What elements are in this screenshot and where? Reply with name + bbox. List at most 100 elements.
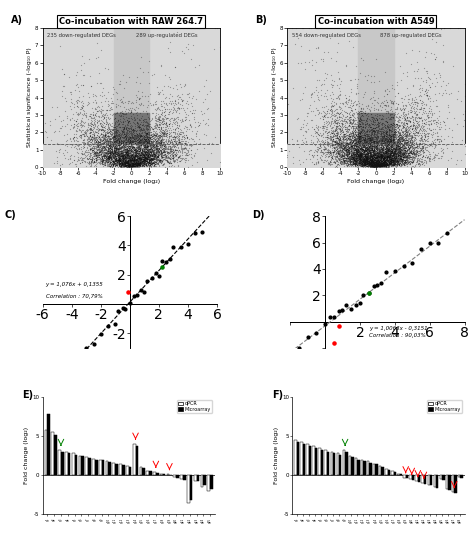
- Point: [399, 141, 406, 150]
- Point: [357, 162, 365, 171]
- Point: [144, 158, 151, 167]
- Point: [178, 101, 186, 110]
- Point: [396, 136, 404, 145]
- Point: [380, 162, 388, 170]
- Point: [92, 145, 100, 154]
- Point: [370, 151, 378, 160]
- Point: [392, 140, 400, 149]
- Point: [376, 131, 383, 140]
- Point: [118, 154, 126, 163]
- Point: [366, 154, 374, 163]
- Point: [422, 88, 430, 97]
- Point: [82, 148, 89, 157]
- Point: [130, 291, 138, 300]
- Point: [123, 140, 130, 149]
- Point: [390, 100, 397, 108]
- Point: [118, 160, 126, 169]
- Point: [113, 139, 121, 148]
- Point: [418, 158, 426, 167]
- Point: [134, 132, 142, 141]
- Point: [135, 154, 142, 163]
- Point: [157, 148, 165, 157]
- Point: [106, 141, 113, 150]
- Point: [185, 146, 192, 155]
- Point: [334, 149, 341, 158]
- Point: [132, 149, 140, 158]
- Point: [115, 157, 122, 165]
- Point: [90, 89, 97, 98]
- Point: [109, 153, 116, 162]
- Point: [116, 96, 124, 105]
- Point: [140, 150, 147, 159]
- Point: [335, 150, 342, 159]
- Point: [363, 153, 371, 162]
- Point: [340, 138, 348, 147]
- Point: [388, 136, 396, 145]
- Point: [97, 126, 105, 135]
- Point: [119, 304, 127, 312]
- Point: [125, 151, 132, 160]
- Point: [414, 160, 422, 169]
- Point: [113, 132, 121, 141]
- Point: [161, 130, 169, 139]
- Point: [406, 150, 414, 159]
- Point: [352, 138, 359, 147]
- Point: [92, 125, 100, 134]
- Point: [155, 153, 162, 162]
- Point: [121, 150, 128, 159]
- Point: [129, 155, 137, 164]
- Point: [374, 126, 382, 135]
- Point: [123, 149, 130, 158]
- Point: [337, 136, 345, 145]
- Point: [418, 97, 425, 106]
- Point: [367, 135, 374, 144]
- Point: [362, 158, 370, 167]
- Point: [374, 106, 382, 115]
- Point: [366, 154, 374, 163]
- Point: [152, 100, 160, 108]
- Point: [147, 148, 155, 157]
- Point: [376, 159, 383, 168]
- Point: [360, 157, 367, 166]
- Point: [389, 132, 397, 141]
- Point: [343, 139, 350, 148]
- Point: [368, 145, 375, 154]
- Point: [114, 116, 122, 125]
- Point: [317, 139, 325, 148]
- Point: [395, 136, 402, 145]
- Point: [426, 92, 433, 101]
- Point: [126, 148, 133, 157]
- Point: [366, 126, 374, 135]
- Point: [380, 150, 388, 159]
- Point: [321, 128, 329, 137]
- Point: [341, 130, 349, 139]
- Point: [368, 154, 376, 163]
- Point: [410, 154, 418, 163]
- Point: [357, 104, 365, 113]
- Point: [106, 150, 114, 159]
- Point: [110, 153, 118, 162]
- Point: [65, 72, 73, 81]
- Point: [370, 156, 377, 165]
- Point: [381, 157, 388, 165]
- Point: [366, 142, 374, 151]
- Point: [359, 155, 366, 164]
- Point: [419, 97, 427, 106]
- Point: [121, 162, 128, 170]
- Point: [153, 155, 161, 164]
- Point: [100, 145, 108, 154]
- Point: [373, 157, 380, 166]
- Point: [352, 135, 359, 144]
- Point: [181, 155, 188, 164]
- Point: [346, 111, 354, 120]
- Bar: [406, 475, 408, 479]
- Point: [389, 143, 396, 151]
- Point: [330, 128, 337, 137]
- Point: [144, 155, 151, 164]
- Point: [377, 161, 384, 170]
- Point: [146, 146, 154, 155]
- Point: [154, 156, 161, 165]
- Point: [417, 130, 425, 139]
- Point: [150, 146, 157, 155]
- Point: [104, 158, 112, 167]
